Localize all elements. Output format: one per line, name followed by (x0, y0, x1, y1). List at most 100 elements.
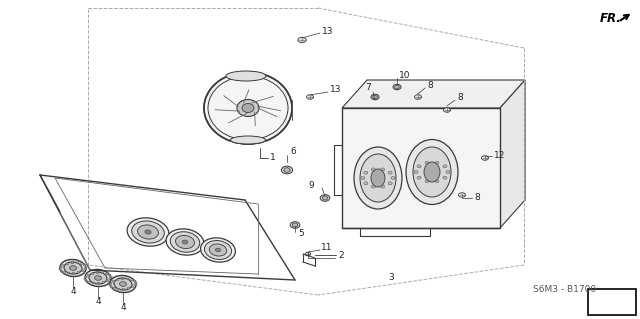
Text: 8: 8 (474, 194, 480, 203)
Ellipse shape (59, 268, 61, 270)
Ellipse shape (109, 282, 112, 284)
Ellipse shape (435, 180, 439, 183)
Ellipse shape (117, 288, 120, 290)
Ellipse shape (458, 193, 465, 197)
Ellipse shape (106, 273, 108, 275)
Ellipse shape (67, 272, 70, 274)
Ellipse shape (109, 276, 112, 278)
Ellipse shape (290, 222, 300, 228)
Ellipse shape (92, 273, 94, 275)
Ellipse shape (97, 282, 100, 284)
Ellipse shape (200, 238, 236, 262)
Ellipse shape (114, 278, 132, 290)
Ellipse shape (122, 288, 125, 290)
Ellipse shape (81, 263, 83, 264)
Ellipse shape (320, 195, 330, 201)
Ellipse shape (84, 264, 86, 266)
Text: 4: 4 (120, 303, 126, 313)
Ellipse shape (305, 252, 311, 256)
Ellipse shape (237, 100, 259, 116)
Ellipse shape (372, 95, 377, 99)
Ellipse shape (209, 244, 227, 256)
Ellipse shape (132, 221, 164, 243)
Ellipse shape (63, 271, 65, 273)
Ellipse shape (391, 176, 395, 180)
Text: 9: 9 (308, 181, 314, 189)
Ellipse shape (242, 103, 254, 113)
Ellipse shape (166, 229, 204, 255)
Ellipse shape (175, 235, 195, 249)
Ellipse shape (388, 171, 392, 174)
Ellipse shape (413, 147, 451, 197)
Ellipse shape (84, 278, 86, 280)
Ellipse shape (424, 162, 440, 182)
Ellipse shape (417, 176, 421, 179)
Ellipse shape (435, 161, 439, 164)
Ellipse shape (84, 266, 87, 268)
Ellipse shape (323, 196, 328, 200)
Ellipse shape (112, 280, 115, 282)
Ellipse shape (204, 241, 232, 259)
Ellipse shape (131, 286, 134, 288)
Ellipse shape (354, 147, 402, 209)
Ellipse shape (96, 272, 99, 274)
Ellipse shape (60, 266, 62, 268)
Ellipse shape (216, 248, 221, 252)
Ellipse shape (395, 85, 399, 89)
Ellipse shape (71, 262, 74, 264)
Ellipse shape (89, 272, 107, 284)
Ellipse shape (388, 182, 392, 185)
Text: 11: 11 (321, 243, 333, 253)
Ellipse shape (417, 165, 421, 168)
Ellipse shape (85, 280, 88, 282)
Ellipse shape (60, 270, 63, 272)
Text: 8: 8 (457, 93, 463, 102)
Text: 3: 3 (388, 273, 394, 283)
Ellipse shape (109, 278, 111, 280)
Ellipse shape (134, 280, 136, 282)
Text: 2: 2 (338, 250, 344, 259)
Ellipse shape (110, 286, 113, 288)
Ellipse shape (360, 154, 396, 202)
Ellipse shape (127, 287, 130, 289)
Polygon shape (500, 80, 525, 228)
Ellipse shape (371, 185, 376, 188)
Ellipse shape (425, 180, 429, 183)
Ellipse shape (371, 169, 385, 187)
Ellipse shape (127, 218, 169, 246)
Text: 8: 8 (427, 81, 433, 91)
Text: 12: 12 (494, 152, 506, 160)
Ellipse shape (131, 279, 133, 280)
Ellipse shape (393, 84, 401, 90)
Ellipse shape (60, 259, 86, 277)
Ellipse shape (92, 282, 95, 284)
Ellipse shape (109, 274, 111, 276)
Text: 4: 4 (70, 287, 76, 296)
Ellipse shape (109, 284, 111, 286)
Ellipse shape (64, 262, 82, 274)
Ellipse shape (371, 94, 379, 100)
Ellipse shape (361, 176, 365, 180)
Ellipse shape (70, 266, 77, 270)
Ellipse shape (443, 165, 447, 168)
Ellipse shape (77, 271, 79, 273)
Ellipse shape (88, 281, 90, 283)
Ellipse shape (170, 232, 200, 252)
Ellipse shape (76, 262, 79, 264)
Ellipse shape (116, 279, 119, 281)
Ellipse shape (84, 276, 87, 278)
Ellipse shape (226, 71, 266, 81)
Ellipse shape (134, 282, 137, 284)
Ellipse shape (62, 264, 65, 266)
Text: S6M3 - B1700: S6M3 - B1700 (533, 286, 596, 294)
Ellipse shape (138, 225, 159, 239)
Ellipse shape (72, 272, 75, 274)
Ellipse shape (113, 287, 115, 289)
Polygon shape (342, 108, 500, 228)
Ellipse shape (364, 171, 368, 174)
Ellipse shape (122, 278, 124, 280)
Ellipse shape (182, 240, 188, 244)
Ellipse shape (110, 276, 136, 293)
Polygon shape (588, 289, 636, 315)
Ellipse shape (84, 268, 86, 270)
